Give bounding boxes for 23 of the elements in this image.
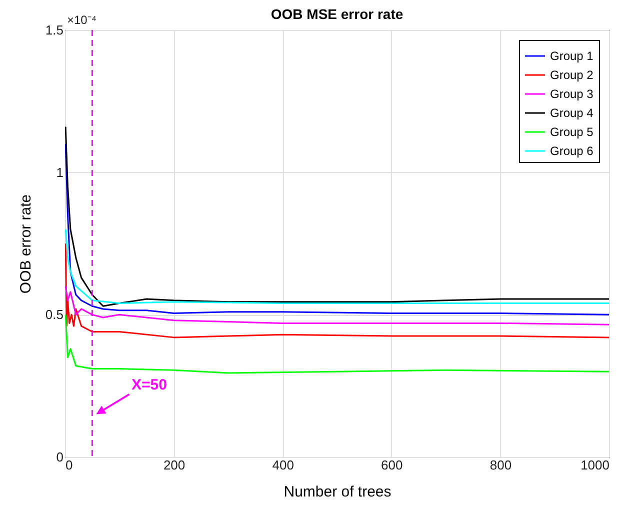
legend-label: Group 2	[550, 68, 594, 82]
line-series	[65, 228, 609, 304]
x-tick-label: 1000	[580, 458, 610, 472]
legend-label: Group 1	[550, 49, 594, 63]
legend-label: Group 4	[550, 106, 594, 120]
y-axis-title: OOB error rate	[17, 194, 34, 294]
legend-label: Group 6	[550, 144, 594, 158]
x-tick-label: 400	[272, 458, 294, 472]
legend-label: Group 5	[550, 125, 594, 139]
y-tick-label: 1.5	[45, 22, 64, 38]
line-series	[65, 314, 609, 374]
annotation: X=50	[131, 376, 167, 394]
x-tick-label: 0	[66, 458, 73, 472]
x-tick-label: 200	[163, 458, 186, 472]
legend-label: Group 3	[550, 87, 594, 101]
x-tick-label: 800	[490, 458, 512, 472]
y-tick-label: 1	[56, 164, 64, 180]
line-series	[65, 242, 609, 338]
x-tick-label: 600	[381, 458, 403, 472]
x-axis-title: Number of trees	[284, 484, 392, 500]
y-tick-label: 0.5	[45, 307, 64, 322]
chart-title: OOB MSE error rate	[270, 6, 404, 22]
text: ×10⁻⁴	[67, 13, 97, 27]
